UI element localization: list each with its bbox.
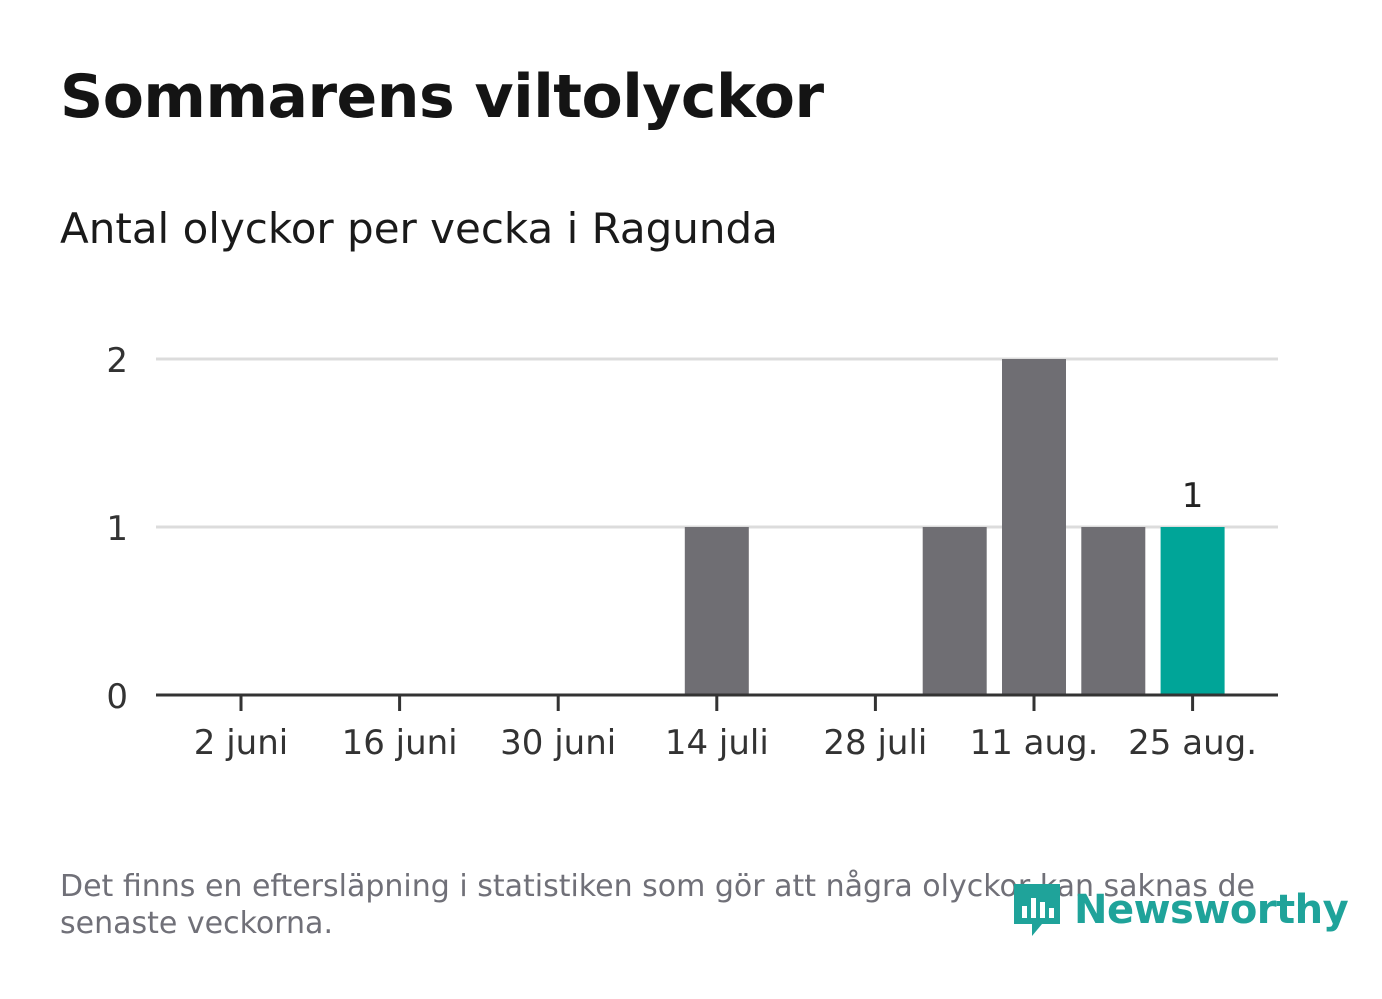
x-axis-ticks: 2 juni 16 juni 30 juni 14 juli 28 juli 11 aug… xyxy=(194,695,1257,763)
bar-18-aug- xyxy=(1081,527,1146,695)
grid-lines xyxy=(156,357,1278,529)
x-tick-label: 11 aug. xyxy=(970,723,1099,763)
bar-chart: 012 2 juni 16 juni 30 juni 14 juli 28 juli 11… xyxy=(106,341,1278,763)
y-tick-label: 1 xyxy=(106,509,128,549)
bars xyxy=(684,359,1225,695)
newsworthy-logo-icon xyxy=(1014,884,1060,936)
x-tick-label: 14 juli xyxy=(665,723,769,763)
data-labels: 1 xyxy=(1182,476,1204,516)
bar-11-aug- xyxy=(1002,359,1066,695)
y-tick-label: 2 xyxy=(106,341,128,381)
bar-25-aug- xyxy=(1160,527,1225,695)
y-axis-ticks: 0 1 2 xyxy=(106,341,128,717)
x-tick-label: 28 juli xyxy=(823,723,927,763)
chart-subtitle: Antal olyckor per vecka i Ragunda xyxy=(60,204,778,253)
x-tick-label: 2 juni xyxy=(194,723,288,763)
chart-title: Sommarens viltolyckor xyxy=(60,62,824,132)
x-tick-label: 30 juni xyxy=(500,723,616,763)
highlight-value-label: 1 xyxy=(1182,476,1204,516)
bar-4-aug- xyxy=(922,527,987,695)
y-tick-label: 0 xyxy=(106,677,128,717)
x-tick-label: 16 juni xyxy=(342,723,458,763)
x-tick-label: 25 aug. xyxy=(1128,723,1257,763)
bar-14-juli xyxy=(684,527,749,695)
brand-logo[interactable]: Newsworthy xyxy=(1010,878,1349,942)
brand-name: Newsworthy xyxy=(1074,887,1349,933)
